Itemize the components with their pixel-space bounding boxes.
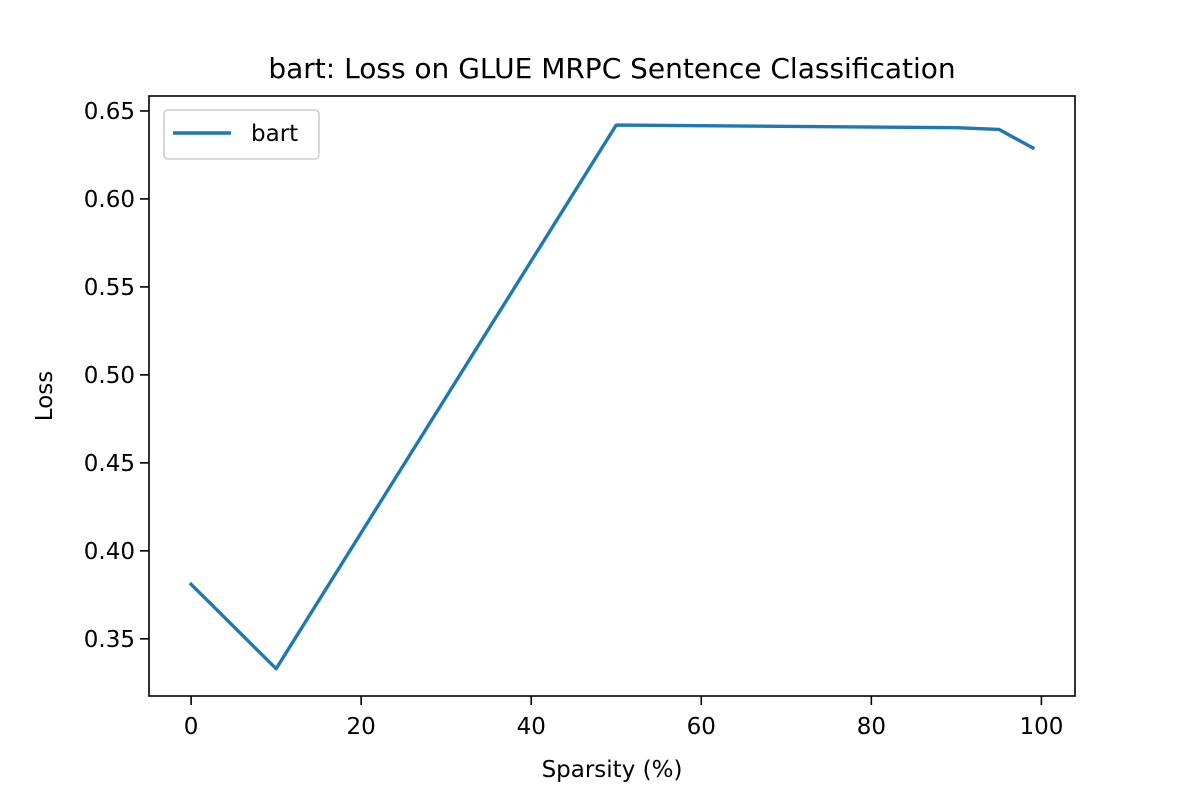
x-tick-label: 80 (857, 714, 886, 740)
y-axis-ticks: 0.35 0.40 0.45 0.50 0.55 0.60 0.65 (84, 99, 149, 653)
y-tick-label: 0.65 (84, 99, 135, 125)
x-axis-ticks: 0 20 40 60 80 100 (184, 696, 1063, 740)
legend-label: bart (251, 121, 298, 147)
y-tick-label: 0.45 (84, 451, 135, 477)
plot-background (149, 96, 1075, 696)
chart-title: bart: Loss on GLUE MRPC Sentence Classif… (268, 52, 955, 85)
x-tick-label: 40 (517, 714, 546, 740)
y-axis-label: Loss (32, 371, 58, 421)
y-tick-label: 0.60 (84, 187, 135, 213)
legend-box (163, 109, 320, 160)
y-tick-label: 0.55 (84, 275, 135, 301)
x-tick-label: 0 (184, 714, 199, 740)
x-tick-label: 60 (687, 714, 716, 740)
plot-area (149, 96, 1075, 696)
y-tick-label: 0.35 (84, 627, 135, 653)
x-axis-label: Sparsity (%) (542, 757, 683, 783)
y-tick-label: 0.50 (84, 363, 135, 389)
x-tick-label: 20 (347, 714, 376, 740)
y-tick-label: 0.40 (84, 539, 135, 565)
series-layer (188, 123, 1036, 671)
x-tick-label: 100 (1019, 714, 1063, 740)
series-line-bart (188, 123, 1036, 671)
plot-frame (148, 95, 1076, 697)
legend: bart (163, 109, 320, 160)
